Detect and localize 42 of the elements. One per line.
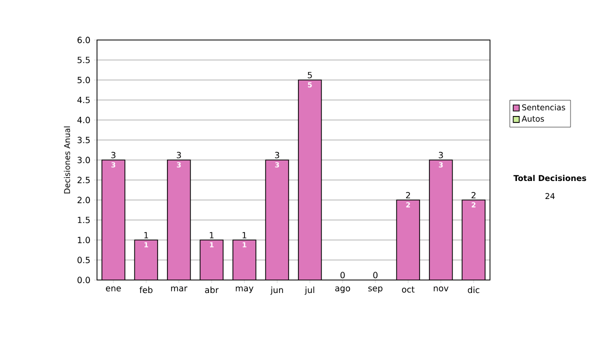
- x-tick-label: abr: [205, 286, 219, 294]
- total-label: 1: [144, 232, 148, 238]
- y-tick-label: 5.5: [78, 56, 90, 64]
- x-tick-label: oct: [402, 286, 415, 293]
- total-label: 3: [111, 152, 116, 158]
- legend-label: Sentencias: [522, 104, 566, 110]
- total-label: 0: [373, 272, 378, 278]
- x-tick-label: dic: [468, 286, 480, 294]
- x-tick-label: sep: [368, 286, 382, 294]
- y-tick-label: 4.0: [77, 116, 90, 124]
- total-label: 2: [406, 192, 410, 198]
- total-label: 3: [438, 152, 443, 158]
- y-tick-label: 4.5: [77, 96, 90, 104]
- y-tick-label: 2.5: [78, 176, 90, 184]
- y-tick-label: 2.0: [78, 196, 90, 204]
- y-tick-label: 1.5: [78, 216, 90, 224]
- y-tick-label: 1.0: [78, 236, 90, 244]
- y-tick-label: 0.0: [78, 276, 90, 284]
- x-tick-label: jun: [270, 286, 283, 295]
- y-tick-label: 3.0: [78, 156, 90, 164]
- total-label: 1: [210, 232, 214, 238]
- x-tick-label: may: [236, 286, 254, 294]
- x-tick-label: ene: [106, 286, 121, 292]
- y-tick-label: 0.5: [78, 256, 90, 264]
- total-label: 5: [308, 72, 312, 78]
- text: 24: [545, 193, 555, 199]
- x-tick-label: ago: [335, 286, 350, 294]
- total-label: 1: [242, 232, 246, 238]
- y-tick-label: 3.5: [78, 136, 90, 144]
- y-tick-label: 5.0: [78, 76, 90, 84]
- text: Total Decisiones: [513, 174, 586, 182]
- total-label: 2: [472, 192, 476, 198]
- total-label: 3: [275, 152, 280, 158]
- total-label: 3: [176, 152, 181, 158]
- x-tick-label: nov: [434, 286, 448, 292]
- x-tick-label: jul: [304, 286, 314, 295]
- y-tick-label: 6.0: [78, 36, 90, 44]
- y-axis-title: Decisiones Anual: [64, 126, 70, 194]
- x-tick-label: feb: [140, 286, 152, 294]
- total-label: 0: [340, 272, 345, 278]
- legend-label: Autos: [522, 116, 544, 122]
- x-tick-label: mar: [171, 286, 188, 292]
